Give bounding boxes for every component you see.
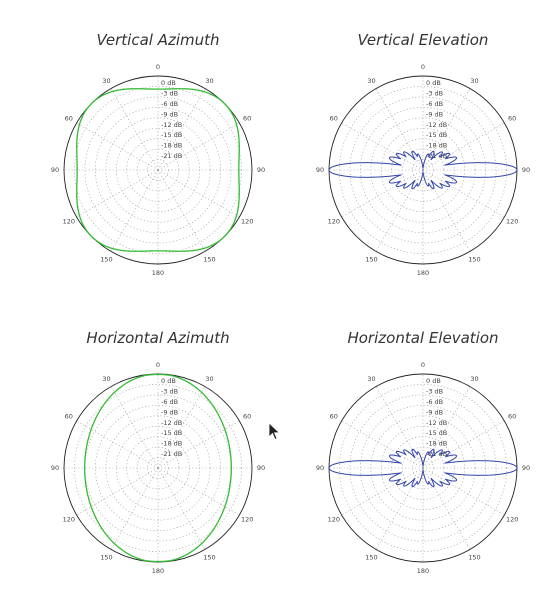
angular-tick-label: 30	[102, 77, 110, 85]
radial-tick-label: -9 dB	[426, 408, 443, 416]
angular-tick-label: 150	[100, 553, 112, 561]
mouse-pointer-icon	[268, 422, 282, 442]
polar-plot: 30 60 90 120 150 180 150 120 90 60 30 00 dB -3 dB -6 …	[323, 70, 523, 270]
angular-tick-label: 90	[257, 166, 265, 174]
angular-tick-label: 90	[51, 166, 59, 174]
radial-tick-label: -6 dB	[426, 398, 443, 406]
angular-tick-label: 120	[241, 516, 253, 524]
chart-title: Vertical Elevation	[358, 31, 489, 49]
grid-spoke	[111, 468, 158, 549]
angular-tick-label: 30	[102, 375, 110, 383]
radial-tick-label: -15 dB	[161, 131, 182, 139]
radial-tick-label: -3 dB	[161, 89, 178, 97]
angular-tick-label: 180	[152, 567, 164, 575]
angular-tick-label: 90	[316, 464, 324, 472]
angular-tick-label: 120	[241, 218, 253, 226]
radial-tick-label: -3 dB	[426, 89, 443, 97]
radial-tick-label: -15 dB	[426, 131, 447, 139]
radial-tick-label: -3 dB	[426, 387, 443, 395]
radial-tick-label: 0 dB	[426, 79, 441, 87]
radial-tick-label: -15 dB	[426, 429, 447, 437]
angular-tick-label: 30	[205, 375, 213, 383]
angular-tick-label: 150	[203, 255, 215, 263]
radial-tick-label: -18 dB	[161, 440, 182, 448]
angular-tick-label: 90	[316, 166, 324, 174]
radial-tick-label: -18 dB	[161, 142, 182, 150]
angular-tick-label: 90	[257, 464, 265, 472]
radial-tick-label: -12 dB	[161, 121, 182, 129]
polar-plot: 30 60 90 120 150 180 150 120 90 60 30 00 dB -3 dB -6 …	[58, 70, 258, 270]
angular-tick-label: 0	[156, 63, 160, 71]
angular-tick-label: 0	[421, 361, 425, 369]
angular-tick-label: 150	[468, 553, 480, 561]
radial-tick-label: 0 dB	[161, 377, 176, 385]
radial-tick-label: -6 dB	[161, 398, 178, 406]
angular-tick-label: 180	[152, 269, 164, 277]
radial-tick-label: -12 dB	[161, 419, 182, 427]
grid-spoke	[77, 170, 158, 217]
radial-tick-label: -18 dB	[426, 142, 447, 150]
angular-tick-label: 150	[365, 553, 377, 561]
angular-tick-label: 90	[522, 464, 530, 472]
radial-tick-label: -21 dB	[161, 450, 182, 458]
angular-tick-label: 150	[100, 255, 112, 263]
radial-tick-label: 0 dB	[161, 79, 176, 87]
angular-tick-label: 90	[522, 166, 530, 174]
radial-tick-label: -6 dB	[426, 100, 443, 108]
angular-tick-label: 30	[470, 375, 478, 383]
polar-plot: 30 60 90 120 150 180 150 120 90 60 30 00 dB -3 dB -6 …	[323, 368, 523, 568]
angular-tick-label: 120	[328, 516, 340, 524]
angular-tick-label: 60	[65, 115, 73, 123]
angular-tick-label: 90	[51, 464, 59, 472]
angular-tick-label: 0	[156, 361, 160, 369]
angular-tick-label: 120	[63, 218, 75, 226]
chart-title: Horizontal Azimuth	[86, 329, 229, 347]
chart-title: Horizontal Elevation	[347, 329, 498, 347]
angular-tick-label: 150	[468, 255, 480, 263]
radial-tick-label: -3 dB	[161, 387, 178, 395]
angular-tick-label: 150	[365, 255, 377, 263]
angular-tick-label: 60	[508, 413, 516, 421]
angular-tick-label: 60	[243, 413, 251, 421]
angular-tick-label: 150	[203, 553, 215, 561]
angular-tick-label: 60	[508, 115, 516, 123]
angular-tick-label: 60	[65, 413, 73, 421]
angular-tick-label: 120	[506, 516, 518, 524]
angular-tick-label: 0	[421, 63, 425, 71]
angular-tick-label: 30	[367, 77, 375, 85]
radial-tick-label: -12 dB	[426, 419, 447, 427]
radial-tick-label: -6 dB	[161, 100, 178, 108]
grid-spoke	[158, 468, 205, 549]
grid-spoke	[77, 468, 158, 515]
radial-tick-label: -9 dB	[161, 408, 178, 416]
chart-title: Vertical Azimuth	[96, 31, 219, 49]
angular-tick-label: 30	[205, 77, 213, 85]
angular-tick-label: 60	[330, 413, 338, 421]
radial-tick-label: -18 dB	[426, 440, 447, 448]
polar-plot: 30 60 90 120 150 180 150 120 90 60 30 00 dB -3 dB -6 …	[58, 368, 258, 568]
angular-tick-label: 60	[330, 115, 338, 123]
radial-tick-label: -21 dB	[161, 152, 182, 160]
angular-tick-label: 180	[417, 567, 429, 575]
angular-tick-label: 120	[63, 516, 75, 524]
radial-tick-label: -15 dB	[161, 429, 182, 437]
angular-tick-label: 180	[417, 269, 429, 277]
radial-tick-label: -9 dB	[426, 110, 443, 118]
angular-tick-label: 120	[328, 218, 340, 226]
radial-tick-label: 0 dB	[426, 377, 441, 385]
radial-tick-label: -12 dB	[426, 121, 447, 129]
angular-tick-label: 30	[470, 77, 478, 85]
angular-tick-label: 60	[243, 115, 251, 123]
angular-tick-label: 120	[506, 218, 518, 226]
radial-tick-label: -9 dB	[161, 110, 178, 118]
grid-spoke	[158, 170, 205, 251]
grid-spoke	[111, 170, 158, 251]
angular-tick-label: 30	[367, 375, 375, 383]
